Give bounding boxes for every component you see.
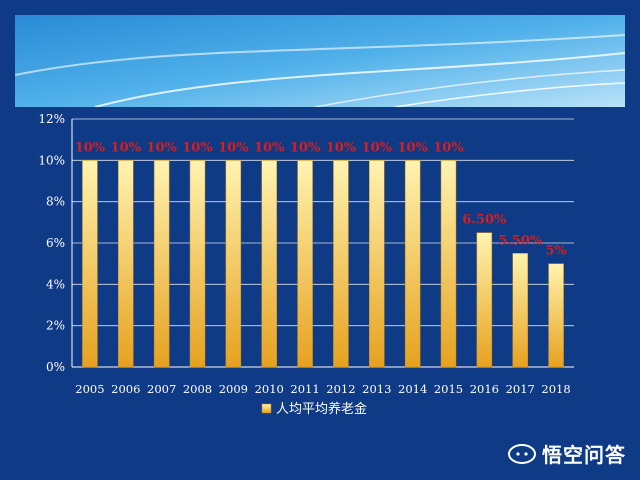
watermark: 悟空问答 <box>508 439 626 468</box>
legend-swatch <box>261 403 272 414</box>
data-label-2013: 10% <box>362 140 393 155</box>
x-tick-label-2012: 2012 <box>326 382 355 396</box>
watermark-text: 悟空问答 <box>542 443 626 467</box>
x-tick-label-2007: 2007 <box>147 382 176 396</box>
data-label-2018: 5% <box>545 244 567 259</box>
data-label-2009: 10% <box>218 140 249 155</box>
x-tick-label-2005: 2005 <box>75 382 104 396</box>
bar-2006 <box>118 160 134 368</box>
x-tick-label-2015: 2015 <box>434 382 463 396</box>
bar-2011 <box>297 160 313 368</box>
data-label-2010: 10% <box>254 140 285 155</box>
x-tick-label-2017: 2017 <box>506 382 535 396</box>
x-tick-label-2010: 2010 <box>255 382 284 396</box>
bar-2008 <box>189 160 206 368</box>
bar-2012 <box>333 160 349 368</box>
data-label-2014: 10% <box>397 140 428 155</box>
y-tick-label: 4% <box>46 277 65 291</box>
bar-2005 <box>82 160 98 368</box>
x-tick-label-2011: 2011 <box>290 382 319 396</box>
bar-2009 <box>225 160 242 368</box>
data-label-2006: 10% <box>111 140 142 155</box>
bar-2013 <box>369 160 385 368</box>
data-label-2007: 10% <box>146 140 177 155</box>
bar-2016 <box>476 232 493 368</box>
y-tick-label: 2% <box>46 319 65 333</box>
data-label-2008: 10% <box>182 140 213 155</box>
x-tick-label-2013: 2013 <box>362 382 391 396</box>
bar-2010 <box>261 160 277 368</box>
data-label-2012: 10% <box>326 140 357 155</box>
legend: 人均平均养老金 <box>261 401 367 417</box>
x-tick-label-2018: 2018 <box>541 382 570 396</box>
y-tick-labels: 0% 2% 4% 6% 8% 10% 12% <box>38 112 65 374</box>
bar-2015 <box>440 160 457 368</box>
bar-2007 <box>153 160 170 368</box>
legend-label: 人均平均养老金 <box>276 401 367 417</box>
y-tick-label: 8% <box>46 195 65 209</box>
data-label-2005: 10% <box>75 140 106 155</box>
data-label-2016: 6.50% <box>462 213 507 228</box>
data-labels: 10% 10% 10% 10% 10% 10% 10% 10% 10% 10% 10% 6.50% 5.… <box>75 140 568 258</box>
bar-2018 <box>548 263 564 368</box>
header-banner <box>15 15 625 107</box>
bars <box>82 160 564 368</box>
x-tick-label-2008: 2008 <box>183 382 212 396</box>
data-label-2011: 10% <box>290 140 321 155</box>
bar-2017 <box>512 253 528 368</box>
y-tick-label: 10% <box>38 153 65 167</box>
data-label-2015: 10% <box>433 140 464 155</box>
cloud-logo-icon <box>508 443 536 464</box>
data-label-2017: 5.50% <box>498 233 543 248</box>
x-tick-label-2014: 2014 <box>398 382 427 396</box>
x-tick-label-2006: 2006 <box>111 382 140 396</box>
y-tick-label: 12% <box>38 112 65 126</box>
x-tick-label-2009: 2009 <box>219 382 248 396</box>
x-tick-label-2016: 2016 <box>470 382 499 396</box>
y-tick-label: 0% <box>46 360 65 374</box>
y-tick-label: 6% <box>46 236 65 250</box>
bar-2014 <box>404 160 421 368</box>
x-tick-labels: 2005 2006 2007 2008 2009 2010 2011 2012 2013 2014… <box>75 382 570 396</box>
